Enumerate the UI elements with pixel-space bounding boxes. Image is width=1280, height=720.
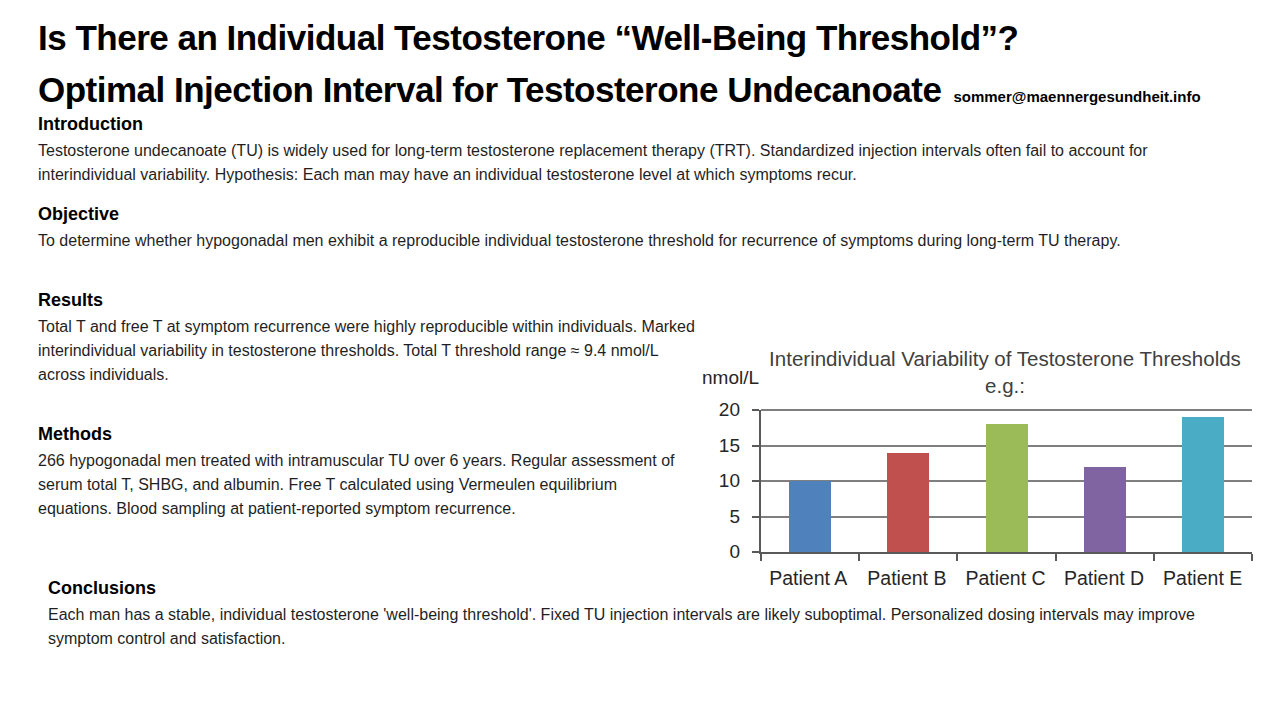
objective-heading: Objective <box>38 202 1238 226</box>
y-axis-tick <box>752 480 759 482</box>
x-axis-tick <box>1153 554 1155 561</box>
y-tick-label: 0 <box>700 541 740 563</box>
x-axis-tick <box>760 554 762 561</box>
y-axis-unit-label: nmol/L <box>702 367 759 389</box>
x-axis-tick <box>1251 554 1253 561</box>
x-axis-labels: Patient APatient BPatient CPatient DPati… <box>759 567 1252 590</box>
x-tick-label: Patient A <box>759 567 858 590</box>
section-results: Results Total T and free T at symptom re… <box>38 288 698 387</box>
section-objective: Objective To determine whether hypogonad… <box>38 202 1238 253</box>
x-axis-tick <box>858 554 860 561</box>
poster-title-line1: Is There an Individual Testosterone “Wel… <box>38 12 1278 64</box>
y-axis-tick <box>752 516 759 518</box>
y-axis-tick <box>752 551 759 553</box>
gridline <box>761 409 1252 411</box>
x-axis-tick <box>956 554 958 561</box>
y-axis-labels: 05101520 <box>700 410 750 552</box>
contact-email: sommer@maennergesundheit.info <box>953 88 1200 105</box>
bar-patient-b <box>887 453 929 552</box>
x-tick-label: Patient B <box>858 567 957 590</box>
section-introduction: Introduction Testosterone undecanoate (T… <box>38 112 1238 187</box>
x-axis-tick <box>1055 554 1057 561</box>
y-tick-label: 5 <box>700 506 740 528</box>
methods-heading: Methods <box>38 422 678 446</box>
plot-area <box>759 410 1252 554</box>
introduction-heading: Introduction <box>38 112 1238 136</box>
bar-patient-c <box>986 424 1028 552</box>
poster-title-line2: Optimal Injection Interval for Testoster… <box>38 64 941 116</box>
header: Is There an Individual Testosterone “Wel… <box>38 12 1278 116</box>
x-tick-label: Patient E <box>1153 567 1252 590</box>
bar-patient-e <box>1182 417 1224 552</box>
y-axis-tick <box>752 445 759 447</box>
y-axis-tick <box>752 409 759 411</box>
x-tick-label: Patient C <box>956 567 1055 590</box>
y-tick-label: 20 <box>700 399 740 421</box>
bar-patient-d <box>1084 467 1126 552</box>
conclusions-body: Each man has a stable, individual testos… <box>48 603 1253 651</box>
methods-body: 266 hypogonadal men treated with intramu… <box>38 449 678 521</box>
y-tick-label: 10 <box>700 470 740 492</box>
poster-slide: Is There an Individual Testosterone “Wel… <box>0 0 1280 720</box>
introduction-body: Testosterone undecanoate (TU) is widely … <box>38 139 1238 187</box>
chart-title: Interindividual Variability of Testoster… <box>755 345 1255 399</box>
x-tick-label: Patient D <box>1055 567 1154 590</box>
objective-body: To determine whether hypogonadal men exh… <box>38 229 1238 253</box>
poster-title-row2: Optimal Injection Interval for Testoster… <box>38 64 1278 116</box>
results-heading: Results <box>38 288 698 312</box>
section-methods: Methods 266 hypogonadal men treated with… <box>38 422 678 521</box>
bar-patient-a <box>789 481 831 552</box>
y-tick-label: 15 <box>700 435 740 457</box>
threshold-bar-chart: Interindividual Variability of Testoster… <box>700 345 1258 607</box>
results-body: Total T and free T at symptom recurrence… <box>38 315 698 387</box>
